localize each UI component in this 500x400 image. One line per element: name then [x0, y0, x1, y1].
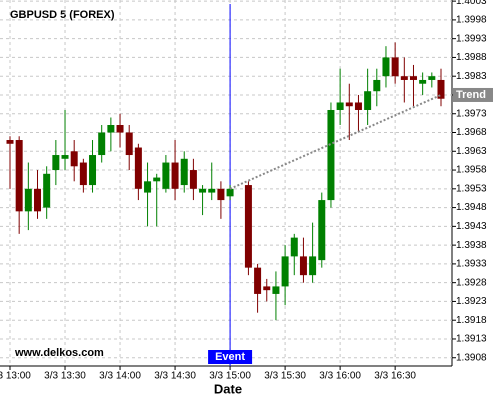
x-tick-label: 3/3 15:00 [209, 371, 251, 382]
candle-body [244, 185, 252, 268]
candle-body [61, 155, 69, 159]
candle-body [171, 162, 179, 189]
candle-body [272, 286, 280, 294]
y-tick-label: 1.3948 [456, 202, 487, 213]
y-tick-label: 1.3988 [456, 52, 487, 63]
candle-body [309, 256, 317, 276]
candle-body [217, 188, 225, 201]
candle-body [226, 188, 234, 197]
candle-body [116, 125, 124, 133]
candle-body [144, 181, 152, 193]
x-tick-label: 3/3 16:00 [319, 371, 361, 382]
y-tick-label: 1.3998 [456, 15, 487, 26]
trend-label: Trend [456, 89, 486, 101]
chart-title: GBPUSD 5 (FOREX) [10, 9, 115, 21]
candle-body [107, 125, 115, 133]
candle-body [345, 102, 353, 107]
candle-body [180, 158, 188, 186]
y-tick-label: 1.3943 [456, 221, 487, 232]
y-tick-label: 1.3933 [456, 259, 487, 270]
x-axis-title: Date [214, 381, 242, 396]
candle-body [15, 140, 23, 212]
event-label-box [208, 350, 253, 364]
y-tick-label: 1.3958 [456, 165, 487, 176]
watermark: www.delkos.com [14, 347, 104, 359]
candle-body [24, 188, 32, 212]
candle-body [290, 237, 298, 257]
candle-body [254, 267, 262, 294]
candle-body [98, 132, 106, 156]
y-tick-label: 1.3908 [456, 352, 487, 363]
candle-body [189, 170, 197, 189]
candle-body [263, 286, 271, 291]
x-tick-label: 3/3 13:00 [0, 371, 31, 382]
candle-body [364, 91, 372, 110]
candle-body [409, 76, 417, 80]
candle-body [336, 102, 344, 110]
candle-body [134, 147, 142, 189]
candle-body [153, 177, 161, 182]
y-tick-label: 1.3918 [456, 315, 487, 326]
candle-body [428, 76, 436, 80]
candle-body [79, 162, 87, 186]
y-tick-label: 1.3983 [456, 71, 487, 82]
trend-label-box [453, 87, 493, 102]
y-tick-label: 1.3928 [456, 277, 487, 288]
candle-body [281, 256, 289, 287]
y-tick-label: 1.3938 [456, 240, 487, 251]
y-tick-label: 1.3968 [456, 127, 487, 138]
candle-body [419, 79, 427, 84]
candle-body [70, 151, 78, 167]
y-tick-label: 1.3993 [456, 33, 487, 44]
candle-body [373, 79, 381, 92]
candle-body [6, 140, 14, 144]
candle-body [327, 109, 335, 201]
y-tick-label: 1.3913 [456, 334, 487, 345]
x-tick-label: 3/3 14:30 [154, 371, 196, 382]
candle-body [299, 256, 307, 276]
candle-body [391, 57, 399, 77]
candle-body [208, 188, 216, 193]
candle-body [437, 79, 445, 99]
candle-body [318, 200, 326, 261]
y-tick-label: 1.3923 [456, 296, 487, 307]
y-tick-label: 1.3963 [456, 146, 487, 157]
candle-body [199, 188, 207, 193]
x-tick-label: 3/3 13:30 [44, 371, 86, 382]
y-tick-label: 1.3973 [456, 108, 487, 119]
candle-body [89, 155, 97, 186]
y-tick-label: 1.3953 [456, 183, 487, 194]
x-tick-label: 3/3 15:30 [264, 371, 306, 382]
candle-body [162, 162, 170, 189]
event-label: Event [215, 351, 245, 363]
candle-body [400, 76, 408, 80]
y-tick-label: 1.4003 [456, 0, 487, 7]
x-tick-label: 3/3 14:00 [99, 371, 141, 382]
candle-body [382, 57, 390, 77]
trend-line [229, 94, 442, 190]
candle-body [354, 102, 362, 110]
candle-body [52, 155, 60, 171]
candle-body [43, 173, 51, 208]
candle-body [125, 132, 133, 156]
candle-body [34, 188, 42, 212]
x-tick-label: 3/3 16:30 [374, 371, 416, 382]
